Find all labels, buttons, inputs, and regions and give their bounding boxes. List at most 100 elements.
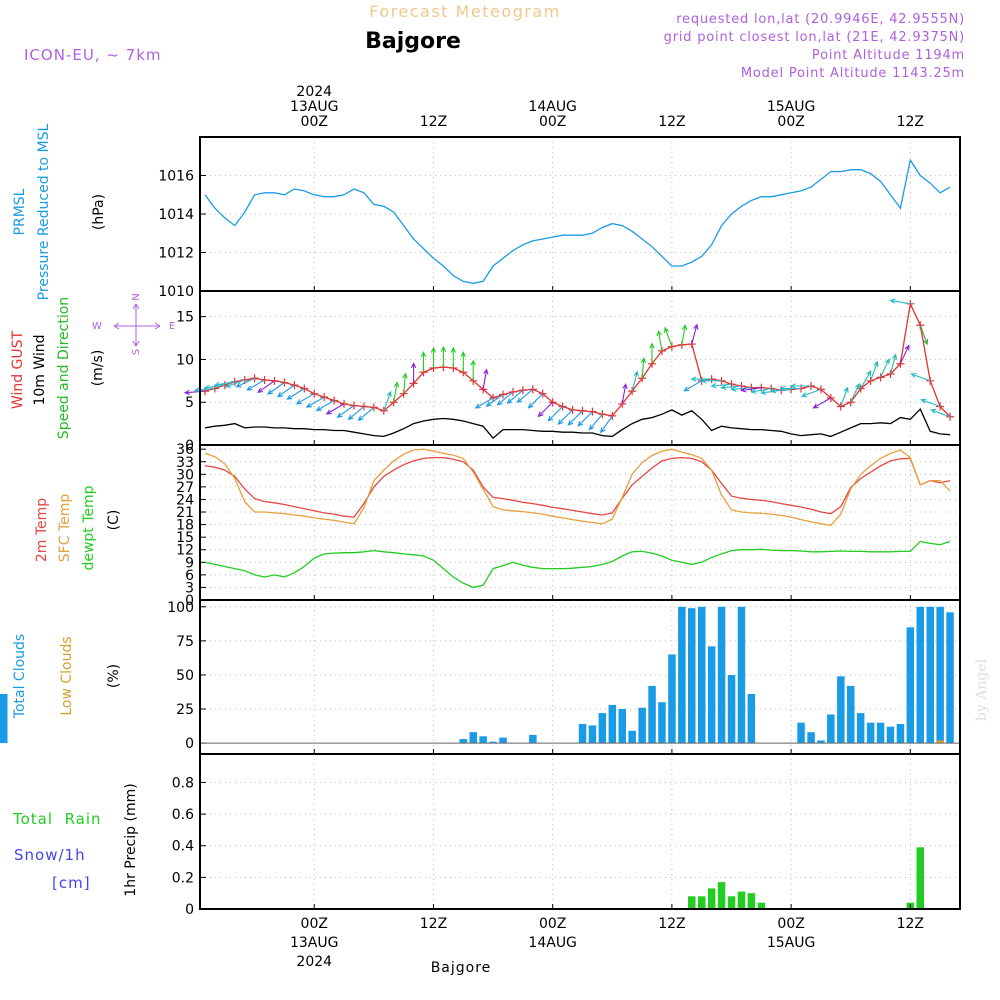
low-clouds-label: Low Clouds: [59, 636, 75, 715]
y-tick-label: 24: [176, 492, 194, 508]
rain-legend: Total Rain: [12, 810, 102, 828]
pressure-label-2: Pressure Reduced to MSL: [36, 123, 52, 300]
temperature-panel: 2m Temp SFC Temp dewpt Temp (C) 03691215…: [34, 442, 961, 609]
wind-direction-arrow: [930, 408, 951, 418]
gust-marker: [687, 340, 696, 349]
wind-direction-arrow: [800, 388, 822, 398]
gust-marker: [568, 405, 577, 414]
location-title: Bajgore: [365, 29, 461, 54]
bar-0: [698, 606, 706, 744]
wind-direction-arrow: [336, 405, 355, 418]
bottom-axis-label: 2024: [296, 954, 332, 970]
y-tick-label: 0.2: [172, 870, 194, 886]
series-line-1: [204, 448, 951, 527]
gust-marker: [359, 402, 368, 411]
wind-direction-arrow: [567, 410, 583, 426]
panel-frame: [199, 444, 961, 601]
wind-direction-arrow: [700, 378, 722, 384]
wind-direction-arrow: [506, 389, 524, 404]
y-tick-label: 1010: [158, 284, 194, 300]
wind-direction-arrow: [295, 393, 315, 405]
bar-0: [588, 725, 597, 744]
wind-direction-arrow: [664, 326, 673, 347]
y-tick-label: 15: [176, 530, 194, 546]
wind-direction-arrow: [656, 329, 663, 351]
top-axis-label: 00Z: [301, 114, 328, 130]
gust-marker: [856, 384, 865, 393]
bar-0: [459, 739, 467, 744]
bottom-axis-label: 14AUG: [528, 935, 577, 951]
wind-direction-arrow: [640, 357, 647, 379]
bar-0: [608, 704, 617, 744]
y-tick-label: 100: [167, 600, 194, 616]
bar-0: [727, 675, 736, 744]
model-label: ICON-EU, ~ 7km: [24, 46, 162, 64]
bar-0: [737, 891, 746, 909]
wind-direction-arrow: [393, 381, 400, 403]
wind-direction-arrow: [305, 396, 325, 408]
bar-0: [936, 606, 944, 744]
wind-10m-label: 10m Wind: [32, 334, 48, 405]
wind-direction-arrow: [276, 384, 295, 398]
bar-0: [598, 713, 607, 744]
wind-direction-arrow: [246, 379, 265, 391]
gust-marker: [558, 402, 567, 411]
wind-direction-arrow: [920, 398, 941, 408]
bar-0: [847, 685, 855, 744]
wind-direction-arrow: [470, 359, 476, 381]
bar-0: [747, 694, 756, 744]
wind-direction-arrow: [450, 346, 456, 368]
y-tick-label: 27: [176, 480, 194, 496]
bar-0: [737, 606, 746, 744]
bar-0: [499, 737, 507, 744]
series-line-2: [204, 540, 951, 589]
wind-direction-arrow: [315, 400, 335, 412]
bar-0: [707, 888, 716, 909]
requested-coords: requested lon,lat (20.9946E, 42.9555N): [676, 12, 965, 27]
y-tick-label: 30: [176, 467, 194, 483]
y-tick-label: 0: [185, 736, 194, 752]
y-tick-label: 21: [176, 505, 194, 521]
wind-direction-arrow: [410, 362, 417, 384]
bar-0: [837, 676, 845, 744]
bar-0: [916, 606, 924, 744]
wind-direction-arrow: [402, 372, 408, 394]
gust-marker: [886, 369, 895, 378]
wind-direction-arrow: [183, 389, 206, 396]
wind-direction-arrow: [577, 411, 593, 427]
snow-legend: Snow/1h: [14, 846, 86, 864]
temp-unit: (C): [106, 510, 122, 531]
wind-direction-arrow: [860, 370, 872, 389]
bar-0: [797, 722, 805, 744]
y-tick-label: 75: [176, 634, 194, 650]
wind-direction-arrow: [557, 409, 573, 426]
temp2m-label: 2m Temp: [34, 498, 50, 562]
bar-0: [896, 724, 905, 744]
wind-direction-arrow: [880, 358, 890, 378]
series-line-0: [204, 301, 951, 418]
gust-marker: [667, 342, 676, 351]
wind-direction-arrow: [203, 384, 225, 390]
y-tick-label: 36: [176, 442, 194, 458]
bar-0: [678, 606, 686, 744]
bar-0: [658, 702, 666, 744]
wind-direction-arrow: [730, 386, 752, 392]
wind-direction-arrow: [482, 368, 489, 390]
wind-direction-arrow: [750, 387, 772, 394]
bar-0: [717, 606, 726, 744]
wind-direction-arrow: [430, 346, 437, 368]
gust-marker: [528, 385, 537, 394]
gust-marker: [836, 402, 845, 411]
wind-direction-arrow: [691, 323, 699, 345]
series-line-0: [204, 158, 951, 284]
wind-direction-arrow: [440, 345, 447, 368]
wind-direction-arrow: [213, 381, 235, 388]
wind-direction-arrow: [683, 380, 702, 392]
y-tick-label: 0: [185, 902, 194, 918]
bottom-axis-label: 00Z: [777, 916, 804, 932]
gust-marker: [280, 378, 289, 387]
wind-panel: Wind GUST 10m Wind Speed and Direction (…: [10, 290, 961, 454]
wind-direction-arrow: [870, 360, 879, 381]
wind-direction-arrow: [840, 386, 849, 407]
bottom-time-axis: 00Z 13AUG 2024 12Z 00Z 14AUG 12Z 00Z 15AUG 12Z: [290, 916, 924, 970]
